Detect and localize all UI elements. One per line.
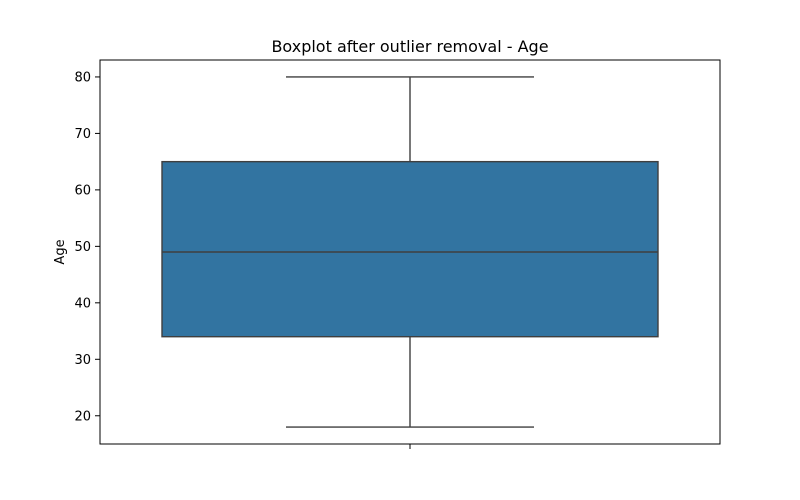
iqr-box (161, 160, 659, 338)
y-tick-label: 20 (74, 409, 91, 424)
y-tick-label: 40 (74, 296, 91, 311)
y-axis-label: Age (53, 239, 68, 264)
y-tick-label: 30 (74, 353, 91, 368)
y-tick-label: 60 (74, 183, 91, 198)
y-tick-label: 50 (74, 240, 91, 255)
y-axis-ticks: 20 30 40 50 60 70 80 (74, 70, 100, 424)
box-series (161, 76, 659, 428)
y-tick-label: 70 (74, 127, 91, 142)
y-tick-label: 80 (74, 70, 91, 85)
chart-title: Boxplot after outlier removal - Age (271, 37, 548, 56)
